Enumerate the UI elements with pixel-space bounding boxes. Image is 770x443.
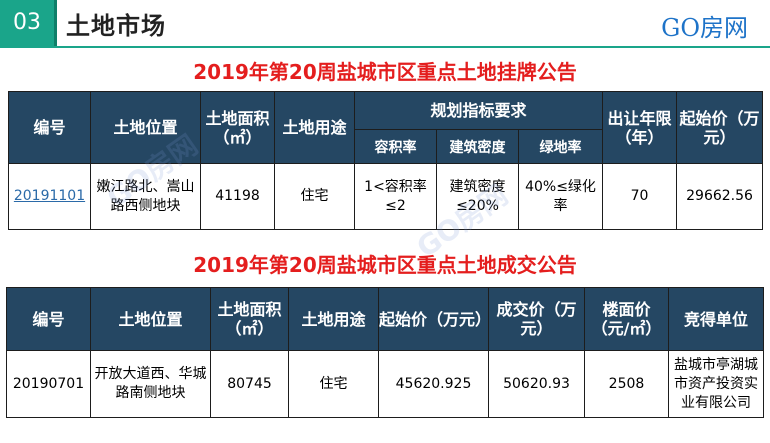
listing-table: 编号 土地位置 土地面积（㎡） 土地用途 规划指标要求 出让年限（年） 起始价（… [8,91,764,230]
site-logo: GO房网 [661,14,748,42]
col-header-density: 建筑密度 [436,129,519,164]
cell-far: 1<容积率≤2 [354,163,437,230]
cell-use: 住宅 [288,350,379,418]
col-header-deal-price: 成交价（万元） [488,287,585,351]
cell-id[interactable]: 20191101 [8,163,91,230]
header-underline [0,46,770,48]
col-header-id: 编号 [8,91,91,164]
col-header-id: 编号 [6,287,91,351]
transaction-title: 2019年第20周盐城市区重点土地成交公告 [193,253,577,277]
col-header-area: 土地面积（㎡） [210,287,289,351]
section-divider [54,0,57,46]
section-header: 03 土地市场 GO房网 [0,0,770,46]
col-header-area: 土地面积（㎡） [200,91,275,164]
section-title: 土地市场 [66,12,166,40]
table-row: 20190701 开放大道西、华城路南侧地块 80745 住宅 45620.92… [6,350,764,418]
cell-winner: 盐城市亭湖城市资产投资实业有限公司 [668,350,764,418]
col-header-term: 出让年限（年） [602,91,678,164]
cell-location: 开放大道西、华城路南侧地块 [90,350,211,418]
cell-floor-price: 2508 [584,350,669,418]
transaction-table: 编号 土地位置 土地面积（㎡） 土地用途 起始价（万元） 成交价（万元） 楼面价… [6,287,764,418]
col-header-location: 土地位置 [90,91,201,164]
cell-use: 住宅 [274,163,355,230]
cell-term: 70 [602,163,678,230]
cell-location: 嫩江路北、嵩山路西侧地块 [90,163,201,230]
cell-id: 20190701 [6,350,91,418]
table-row: 20191101 嫩江路北、嵩山路西侧地块 41198 住宅 1<容积率≤2 建… [8,163,764,230]
col-header-green: 绿地率 [517,129,604,164]
cell-green: 40%≤绿化率 [517,163,604,230]
cell-start-price: 29662.56 [676,163,764,230]
listing-title: 2019年第20周盐城市区重点土地挂牌公告 [193,60,577,84]
col-header-planning: 规划指标要求 [353,91,604,130]
col-header-location: 土地位置 [90,287,211,351]
col-header-use: 土地用途 [288,287,379,351]
cell-area: 41198 [200,163,275,230]
col-header-use: 土地用途 [274,91,355,164]
cell-density: 建筑密度≤20% [436,163,519,230]
col-header-start-price: 起始价（万元） [378,287,491,351]
cell-area: 80745 [210,350,289,418]
section-number-badge: 03 [0,0,54,46]
col-header-winner: 竞得单位 [668,287,764,351]
col-header-start-price: 起始价（万元） [676,91,764,164]
cell-deal-price: 50620.93 [488,350,585,418]
cell-start-price: 45620.925 [378,350,489,418]
col-header-floor-price: 楼面价（元/㎡） [584,287,669,351]
col-header-far: 容积率 [354,129,437,164]
parcel-id-link[interactable]: 20191101 [13,188,86,204]
